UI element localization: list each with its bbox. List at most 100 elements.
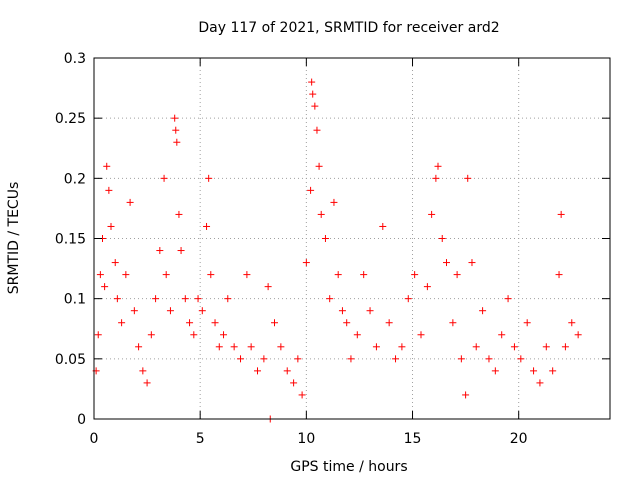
- data-point: [379, 222, 387, 230]
- y-tick-label: 0.15: [55, 232, 86, 248]
- x-tick-label: 5: [196, 431, 205, 447]
- data-point: [360, 271, 368, 279]
- data-point: [162, 271, 170, 279]
- data-point: [574, 331, 582, 339]
- data-point: [264, 283, 272, 291]
- x-tick-label: 15: [404, 431, 422, 447]
- data-point: [186, 319, 194, 327]
- data-point: [135, 343, 143, 351]
- data-point: [485, 355, 493, 363]
- data-point: [449, 319, 457, 327]
- data-point: [260, 355, 268, 363]
- data-point: [290, 379, 298, 387]
- data-point: [372, 343, 380, 351]
- data-point: [536, 379, 544, 387]
- data-point: [434, 162, 442, 170]
- data-point: [542, 343, 550, 351]
- data-point: [398, 343, 406, 351]
- y-tick-label: 0: [77, 412, 86, 428]
- data-point: [177, 247, 185, 255]
- data-point: [438, 235, 446, 242]
- data-points: [92, 78, 582, 423]
- data-point: [139, 367, 147, 375]
- data-point: [230, 343, 238, 351]
- data-point: [479, 307, 487, 315]
- data-point: [118, 319, 126, 327]
- axis-ticks: [93, 57, 610, 420]
- data-point: [453, 271, 461, 279]
- data-point: [205, 174, 213, 182]
- data-point: [198, 307, 206, 315]
- data-point: [317, 210, 325, 218]
- data-point: [173, 138, 181, 146]
- data-point: [298, 391, 306, 399]
- data-point: [568, 319, 576, 327]
- data-point: [326, 295, 334, 303]
- data-point: [160, 174, 168, 182]
- data-point: [432, 174, 440, 182]
- data-point: [462, 391, 470, 399]
- data-point: [457, 355, 465, 363]
- data-point: [468, 259, 476, 267]
- data-point: [220, 331, 228, 339]
- data-point: [423, 283, 431, 291]
- data-point: [561, 343, 569, 351]
- data-point: [122, 271, 130, 279]
- chart-title: Day 117 of 2021, SRMTID for receiver ard…: [198, 20, 499, 36]
- data-point: [498, 331, 506, 339]
- data-point: [353, 331, 361, 339]
- data-point: [111, 259, 119, 267]
- data-point: [549, 367, 557, 375]
- data-point: [147, 331, 155, 339]
- data-point: [113, 295, 121, 303]
- y-tick-label: 0.1: [64, 292, 86, 308]
- data-point: [385, 319, 393, 327]
- data-point: [309, 90, 317, 98]
- data-point: [224, 295, 232, 303]
- x-tick-label: 10: [297, 431, 315, 447]
- data-point: [237, 355, 245, 363]
- data-point: [404, 295, 412, 303]
- data-point: [190, 331, 198, 339]
- data-point: [557, 210, 565, 218]
- data-point: [311, 102, 319, 110]
- data-point: [152, 295, 160, 303]
- data-point: [411, 271, 419, 279]
- data-point: [105, 186, 113, 194]
- data-point: [321, 235, 329, 242]
- data-point: [315, 162, 323, 170]
- data-point: [126, 198, 134, 206]
- data-point: [302, 259, 310, 267]
- data-point: [94, 331, 102, 339]
- x-tick-label: 0: [90, 431, 99, 447]
- data-point: [464, 174, 472, 182]
- x-axis-label: GPS time / hours: [290, 459, 407, 475]
- y-tick-label: 0.05: [55, 352, 86, 368]
- data-point: [103, 162, 111, 170]
- data-point: [270, 319, 278, 327]
- data-point: [211, 319, 219, 327]
- data-point: [96, 271, 104, 279]
- data-point: [294, 355, 302, 363]
- data-point: [330, 198, 338, 206]
- data-point: [392, 355, 400, 363]
- data-point: [277, 343, 285, 351]
- data-point: [171, 114, 179, 122]
- data-point: [207, 271, 215, 279]
- data-point: [172, 126, 180, 134]
- data-point: [130, 307, 138, 315]
- data-point: [307, 186, 315, 194]
- data-point: [517, 355, 525, 363]
- axis-tick-labels: 0 5 10 15 20 0 0.05 0.1 0.15 0.2 0.25 0.3: [55, 51, 528, 447]
- data-point: [472, 343, 480, 351]
- data-point: [504, 295, 512, 303]
- data-point: [215, 343, 223, 351]
- data-point: [491, 367, 499, 375]
- data-point: [143, 379, 151, 387]
- data-point: [166, 307, 174, 315]
- data-point: [510, 343, 518, 351]
- data-point: [101, 283, 109, 291]
- y-tick-label: 0.3: [64, 51, 86, 67]
- data-point: [194, 295, 202, 303]
- x-tick-label: 20: [510, 431, 528, 447]
